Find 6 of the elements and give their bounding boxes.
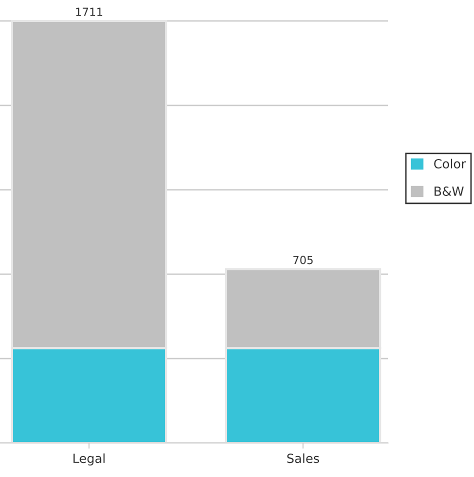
annotation: 705 (293, 256, 313, 264)
annotation: 1711 (76, 8, 102, 16)
x-tick-label: Legal (74, 453, 105, 466)
legend-label: Color (434, 158, 466, 168)
x-tick-label: Sales (287, 453, 320, 464)
legend-label: B&W (434, 186, 464, 196)
